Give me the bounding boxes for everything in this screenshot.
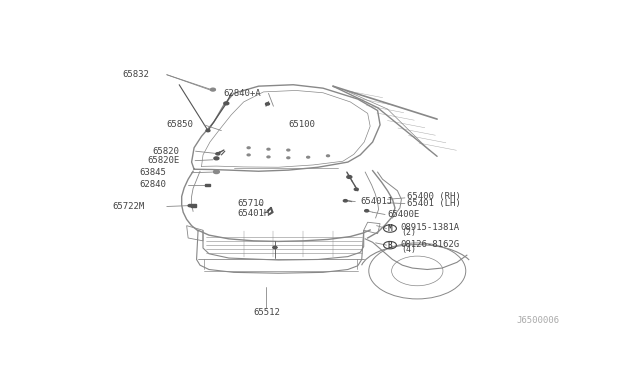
Circle shape bbox=[213, 170, 220, 173]
Circle shape bbox=[287, 157, 290, 158]
Circle shape bbox=[347, 176, 352, 179]
Text: 65401 (LH): 65401 (LH) bbox=[408, 199, 461, 208]
Text: 65401H: 65401H bbox=[237, 209, 270, 218]
Text: B: B bbox=[388, 241, 392, 250]
Text: 08126-8162G: 08126-8162G bbox=[400, 240, 459, 248]
Circle shape bbox=[216, 153, 220, 155]
Circle shape bbox=[307, 156, 310, 158]
Circle shape bbox=[267, 156, 270, 158]
Text: 62840: 62840 bbox=[140, 180, 166, 189]
Text: (4): (4) bbox=[401, 245, 416, 254]
Text: 65512: 65512 bbox=[253, 308, 280, 317]
Circle shape bbox=[267, 148, 270, 150]
Circle shape bbox=[365, 210, 369, 212]
Text: 65832: 65832 bbox=[122, 70, 149, 79]
Text: 65401J: 65401J bbox=[360, 197, 392, 206]
Text: 63845: 63845 bbox=[140, 168, 166, 177]
Circle shape bbox=[344, 200, 348, 202]
Circle shape bbox=[211, 88, 216, 91]
Circle shape bbox=[355, 188, 358, 190]
Text: M: M bbox=[388, 224, 392, 233]
Polygon shape bbox=[205, 183, 210, 186]
Text: 65722M: 65722M bbox=[112, 202, 145, 211]
Text: J6500006: J6500006 bbox=[516, 316, 559, 325]
Circle shape bbox=[247, 154, 250, 156]
Circle shape bbox=[273, 246, 277, 248]
Text: 65850: 65850 bbox=[167, 121, 194, 129]
Text: 65400 (RH): 65400 (RH) bbox=[408, 192, 461, 201]
Text: 65400E: 65400E bbox=[388, 210, 420, 219]
Circle shape bbox=[326, 155, 330, 157]
Text: 65820E: 65820E bbox=[147, 156, 179, 165]
Circle shape bbox=[214, 157, 219, 160]
Text: 62840+A: 62840+A bbox=[224, 89, 262, 98]
Text: 65100: 65100 bbox=[288, 121, 315, 129]
Circle shape bbox=[247, 147, 250, 149]
Text: 65820: 65820 bbox=[152, 147, 179, 156]
Text: (2): (2) bbox=[401, 228, 416, 237]
Circle shape bbox=[188, 205, 192, 207]
Text: 08915-1381A: 08915-1381A bbox=[400, 223, 459, 232]
Text: 65710: 65710 bbox=[237, 199, 264, 208]
Polygon shape bbox=[191, 204, 196, 207]
Circle shape bbox=[287, 149, 290, 151]
Circle shape bbox=[224, 102, 229, 105]
Circle shape bbox=[266, 103, 269, 105]
Circle shape bbox=[206, 129, 210, 132]
